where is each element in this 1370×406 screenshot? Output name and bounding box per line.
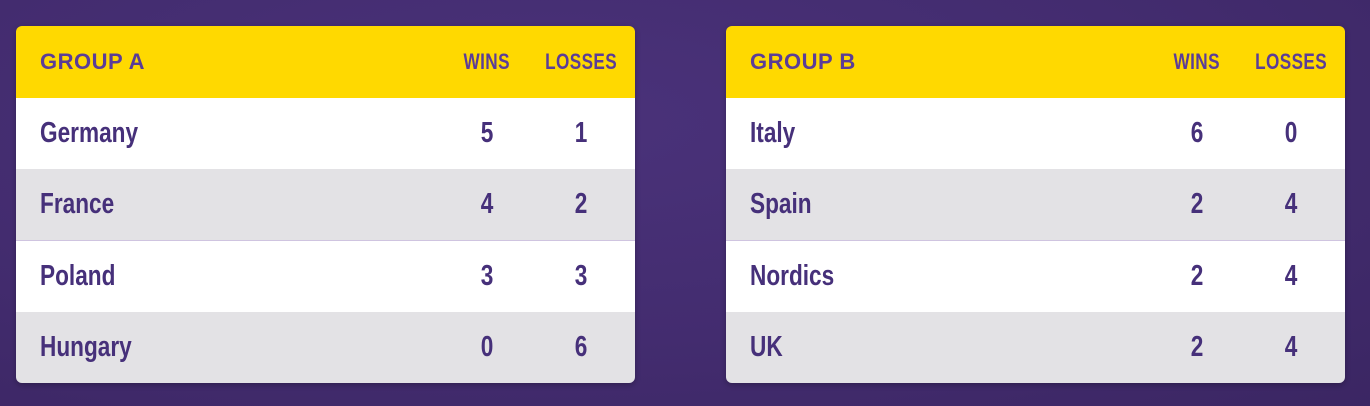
losses-value: 4 bbox=[1284, 331, 1298, 363]
wins-value: 2 bbox=[1190, 331, 1204, 363]
team-name: Spain bbox=[750, 188, 812, 220]
losses-value: 0 bbox=[1284, 117, 1298, 149]
losses-value: 3 bbox=[574, 260, 588, 292]
team-name: Poland bbox=[40, 260, 116, 292]
losses-value: 4 bbox=[1284, 260, 1298, 292]
group-b-table: GROUP B WINS LOSSES Italy 6 0 Spain 2 4 … bbox=[726, 26, 1345, 383]
table-row: Poland 3 3 bbox=[16, 240, 635, 312]
table-row: Italy 6 0 bbox=[726, 98, 1345, 169]
losses-value: 6 bbox=[574, 331, 588, 363]
team-name: Germany bbox=[40, 117, 139, 149]
table-header: GROUP B WINS LOSSES bbox=[726, 26, 1345, 98]
team-name: Nordics bbox=[750, 260, 835, 292]
team-name: France bbox=[40, 188, 115, 220]
losses-header: LOSSES bbox=[545, 49, 617, 74]
wins-value: 2 bbox=[1190, 188, 1204, 220]
losses-value: 2 bbox=[574, 188, 588, 220]
group-title: GROUP A bbox=[40, 49, 145, 74]
wins-value: 5 bbox=[480, 117, 494, 149]
losses-value: 4 bbox=[1284, 188, 1298, 220]
table-row: UK 2 4 bbox=[726, 312, 1345, 383]
wins-header: WINS bbox=[463, 49, 511, 74]
group-title: GROUP B bbox=[750, 49, 856, 74]
wins-header: WINS bbox=[1173, 49, 1221, 74]
team-name: UK bbox=[750, 331, 783, 363]
team-name: Italy bbox=[750, 117, 796, 149]
group-a-table: GROUP A WINS LOSSES Germany 5 1 France 4… bbox=[16, 26, 635, 383]
losses-value: 1 bbox=[574, 117, 588, 149]
wins-value: 4 bbox=[480, 188, 494, 220]
wins-value: 6 bbox=[1190, 117, 1204, 149]
table-row: Nordics 2 4 bbox=[726, 240, 1345, 312]
losses-header: LOSSES bbox=[1255, 49, 1327, 74]
table-row: France 4 2 bbox=[16, 169, 635, 240]
table-row: Hungary 0 6 bbox=[16, 312, 635, 383]
team-name: Hungary bbox=[40, 331, 132, 363]
table-row: Spain 2 4 bbox=[726, 169, 1345, 240]
wins-value: 3 bbox=[480, 260, 494, 292]
table-row: Germany 5 1 bbox=[16, 98, 635, 169]
wins-value: 2 bbox=[1190, 260, 1204, 292]
wins-value: 0 bbox=[480, 331, 494, 363]
table-header: GROUP A WINS LOSSES bbox=[16, 26, 635, 98]
